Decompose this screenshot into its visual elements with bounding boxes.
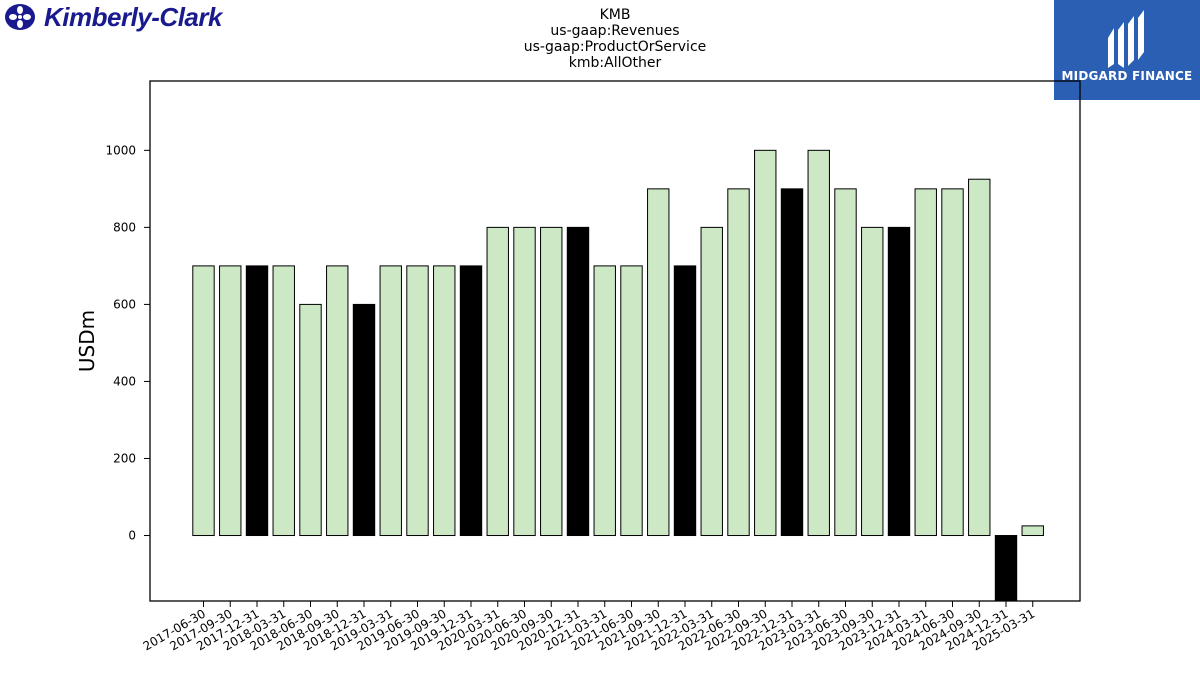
bar-2021-06-30 bbox=[620, 265, 643, 537]
bar-2024-12-31 bbox=[994, 535, 1018, 602]
kimberly-clark-logo: Kimberly-Clark bbox=[4, 2, 234, 36]
bar-2023-06-30 bbox=[834, 188, 857, 537]
bar-2024-09-30 bbox=[968, 178, 991, 537]
bar-2021-12-31 bbox=[673, 265, 697, 537]
bar-2023-12-31 bbox=[887, 226, 911, 537]
y-tick-label: 200 bbox=[113, 451, 136, 465]
bar-2020-03-31 bbox=[486, 226, 509, 537]
plot-frame bbox=[149, 80, 1081, 602]
bar-2019-06-30 bbox=[406, 265, 429, 537]
y-axis-ticks: 0 200 400 600 800 1000 bbox=[105, 143, 150, 543]
bar-2019-09-30 bbox=[433, 265, 456, 537]
y-tick-label: 400 bbox=[113, 374, 136, 388]
bar-2020-06-30 bbox=[513, 226, 536, 537]
title-line-3: us-gaap:ProductOrService bbox=[523, 39, 707, 55]
midgard-emblem-icon bbox=[1108, 10, 1144, 68]
y-tick-label: 600 bbox=[113, 297, 136, 311]
bar-2017-12-31 bbox=[245, 265, 269, 537]
y-tick-label: 0 bbox=[128, 529, 136, 543]
bar-2020-09-30 bbox=[540, 226, 563, 537]
bar-2018-09-30 bbox=[326, 265, 349, 537]
bar-2022-06-30 bbox=[727, 188, 750, 537]
bar-2025-03-31 bbox=[1021, 525, 1044, 537]
y-axis-label: USDm bbox=[75, 310, 99, 372]
title-line-4: kmb:AllOther bbox=[568, 55, 662, 71]
bar-2021-09-30 bbox=[647, 188, 670, 537]
bar-2024-03-31 bbox=[914, 188, 937, 537]
chart-title: KMB us-gaap:Revenues us-gaap:ProductOrSe… bbox=[415, 7, 815, 71]
bar-2019-03-31 bbox=[379, 265, 402, 537]
midgard-finance-wordmark: MIDGARD FINANCE bbox=[1061, 69, 1193, 83]
kimberly-clark-emblem-icon bbox=[5, 4, 35, 30]
bars-group bbox=[192, 149, 1044, 602]
bar-2019-12-31 bbox=[459, 265, 483, 537]
y-tick-label: 800 bbox=[113, 220, 136, 234]
title-line-2: us-gaap:Revenues bbox=[550, 23, 680, 39]
bar-2023-09-30 bbox=[861, 226, 884, 537]
bar-2022-09-30 bbox=[754, 149, 777, 537]
bar-2024-06-30 bbox=[941, 188, 964, 537]
bar-2022-12-31 bbox=[780, 188, 804, 537]
bar-2022-03-31 bbox=[700, 226, 723, 537]
bar-2018-03-31 bbox=[272, 265, 295, 537]
bar-2020-12-31 bbox=[566, 226, 590, 537]
bar-2018-06-30 bbox=[299, 303, 322, 537]
bar-2021-03-31 bbox=[593, 265, 616, 537]
bar-2023-03-31 bbox=[807, 149, 830, 537]
title-line-1: KMB bbox=[599, 7, 631, 23]
bar-2018-12-31 bbox=[352, 303, 376, 537]
bar-2017-09-30 bbox=[219, 265, 242, 537]
bar-2017-06-30 bbox=[192, 265, 215, 537]
y-tick-label: 1000 bbox=[105, 143, 136, 157]
midgard-finance-logo: MIDGARD FINANCE bbox=[1054, 0, 1200, 100]
kimberly-clark-wordmark: Kimberly-Clark bbox=[44, 2, 222, 32]
x-axis-ticks: 2017-06-302017-09-302017-12-312018-03-31… bbox=[141, 601, 1037, 653]
